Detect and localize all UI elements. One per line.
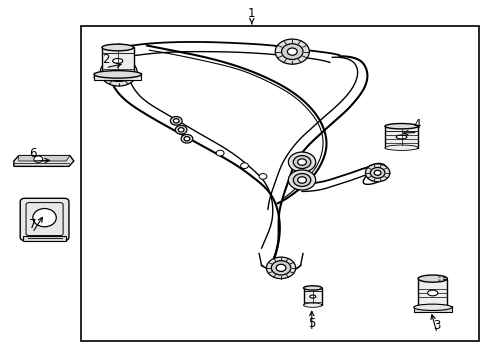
Bar [384, 126, 417, 148]
Ellipse shape [94, 73, 141, 81]
Circle shape [240, 163, 248, 168]
Circle shape [271, 261, 290, 275]
Circle shape [276, 264, 285, 271]
Circle shape [297, 159, 306, 165]
Ellipse shape [427, 290, 437, 296]
Circle shape [266, 257, 295, 279]
Text: 5: 5 [307, 317, 315, 330]
Bar [94, 73, 141, 80]
Circle shape [373, 170, 380, 175]
Circle shape [275, 39, 309, 64]
Ellipse shape [33, 208, 56, 227]
Circle shape [181, 134, 192, 143]
Circle shape [183, 136, 189, 141]
Circle shape [288, 152, 315, 172]
Bar [417, 279, 447, 307]
Ellipse shape [384, 145, 417, 150]
FancyBboxPatch shape [20, 198, 69, 240]
Ellipse shape [309, 295, 315, 298]
Circle shape [281, 44, 303, 59]
Circle shape [369, 167, 384, 178]
Circle shape [113, 68, 124, 77]
Bar [23, 235, 66, 241]
Circle shape [178, 128, 183, 132]
Circle shape [297, 177, 306, 183]
Text: 1: 1 [247, 7, 255, 20]
Circle shape [100, 59, 137, 86]
Ellipse shape [384, 123, 417, 129]
Circle shape [170, 117, 182, 125]
Circle shape [216, 150, 224, 156]
Circle shape [175, 126, 186, 134]
Text: 3: 3 [432, 319, 440, 332]
Ellipse shape [102, 44, 133, 51]
Circle shape [288, 170, 315, 190]
Text: 4: 4 [413, 118, 421, 131]
Bar [102, 48, 133, 75]
Bar [413, 306, 451, 312]
Bar [303, 288, 322, 305]
Circle shape [173, 119, 179, 123]
Circle shape [106, 63, 131, 81]
Polygon shape [19, 156, 70, 161]
Circle shape [287, 48, 297, 55]
Ellipse shape [303, 303, 322, 307]
Ellipse shape [395, 135, 406, 139]
Polygon shape [14, 156, 74, 166]
Circle shape [259, 174, 266, 179]
Text: 6: 6 [29, 147, 36, 159]
Ellipse shape [94, 71, 141, 78]
Ellipse shape [413, 304, 451, 310]
Circle shape [293, 156, 310, 168]
Bar [81, 26, 478, 341]
Text: 7: 7 [29, 218, 36, 231]
Text: 2: 2 [102, 53, 109, 66]
Circle shape [34, 156, 42, 162]
Circle shape [365, 164, 389, 182]
Ellipse shape [417, 275, 447, 282]
Ellipse shape [102, 71, 133, 78]
Ellipse shape [303, 286, 322, 290]
Ellipse shape [112, 59, 122, 63]
Circle shape [293, 174, 310, 186]
